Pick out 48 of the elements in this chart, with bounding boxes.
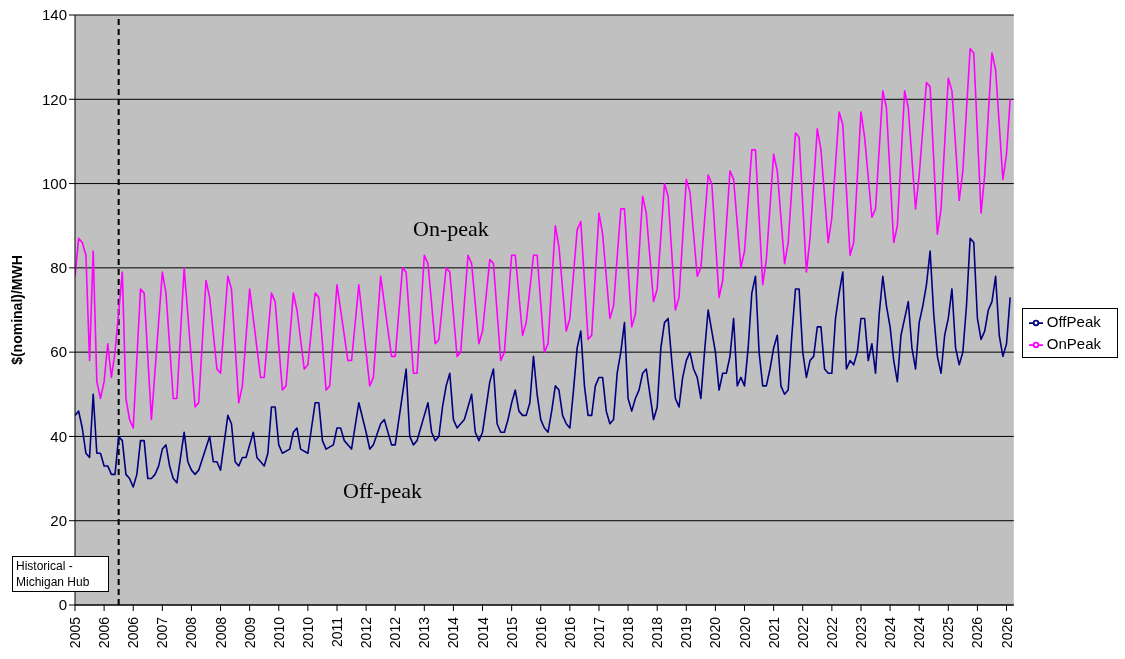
x-tick-label: 2006 xyxy=(96,616,113,649)
x-tick-label: 2020 xyxy=(707,616,724,649)
y-tick-label: 20 xyxy=(50,512,67,530)
x-tick-label: 2014 xyxy=(445,616,462,649)
x-tick-label: 2024 xyxy=(911,616,928,649)
x-tick-label: 2021 xyxy=(765,616,782,649)
y-tick-label: 140 xyxy=(41,6,67,24)
y-tick-label: 100 xyxy=(41,174,67,192)
x-tick-label: 2007 xyxy=(154,616,171,649)
x-tick-label: 2009 xyxy=(241,616,258,649)
y-tick-label: 40 xyxy=(50,427,67,445)
x-tick-label: 2017 xyxy=(590,616,607,649)
y-tick-label: 0 xyxy=(58,596,67,614)
x-tick-label: 2026 xyxy=(969,616,986,649)
y-tick-label: 60 xyxy=(50,343,67,361)
x-tick-label: 2005 xyxy=(67,616,83,649)
x-tick-label: 2011 xyxy=(328,616,345,648)
x-tick-label: 2010 xyxy=(270,616,287,649)
x-tick-label: 2010 xyxy=(299,616,316,649)
x-tick-label: 2012 xyxy=(387,616,404,649)
line-series xyxy=(75,47,1011,429)
y-tick-label: 80 xyxy=(50,259,67,277)
y-axis-title: $(nominal)/MWH xyxy=(8,255,25,365)
legend-label: OnPeak xyxy=(1046,335,1101,352)
y-tick-label: 120 xyxy=(41,90,67,108)
x-tick-label: 2008 xyxy=(183,616,200,649)
x-tick-label: 2026 xyxy=(998,616,1015,649)
x-tick-label: 2022 xyxy=(794,616,811,649)
x-tick-label: 2022 xyxy=(823,616,840,649)
x-tick-label: 2019 xyxy=(678,616,695,649)
annotation: Off-peak xyxy=(343,478,422,504)
x-tick-label: 2020 xyxy=(736,616,753,649)
x-tick-label: 2018 xyxy=(620,616,637,649)
x-tick-label: 2008 xyxy=(212,616,229,649)
annotation: Historical - Michigan Hub xyxy=(12,556,109,592)
x-tick-label: 2006 xyxy=(125,616,142,649)
x-tick-label: 2018 xyxy=(649,616,666,649)
x-tick-label: 2024 xyxy=(882,616,899,649)
x-tick-label: 2025 xyxy=(940,616,957,649)
legend-label: OffPeak xyxy=(1046,313,1101,330)
x-tick-label: 2016 xyxy=(532,616,549,649)
x-tick-label: 2023 xyxy=(852,616,869,649)
annotation: On-peak xyxy=(413,216,489,242)
x-tick-label: 2016 xyxy=(561,616,578,649)
x-tick-label: 2013 xyxy=(416,616,433,649)
x-tick-label: 2015 xyxy=(503,616,520,649)
x-tick-label: 2014 xyxy=(474,616,491,649)
x-tick-label: 2012 xyxy=(358,616,375,649)
